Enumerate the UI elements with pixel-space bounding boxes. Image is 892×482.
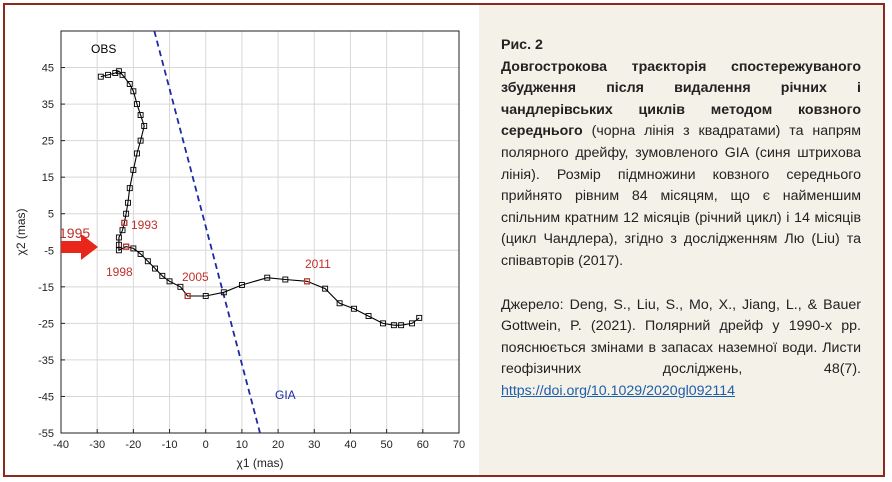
obs-data-point: [177, 283, 184, 290]
obs-data-point: [336, 300, 343, 307]
source-citation: Джерело: Deng, S., Liu, S., Mo, X., Jian…: [501, 296, 861, 378]
year-label-2005: 2005: [182, 270, 209, 284]
highlighted-year-point: [121, 219, 128, 226]
obs-data-point: [112, 70, 119, 76]
obs-data-point: [152, 265, 159, 272]
obs-trajectory-line: [100, 70, 420, 326]
obs-data-point: [380, 320, 386, 327]
y-tick-label: 5: [48, 209, 54, 221]
obs-data-point: [365, 313, 372, 320]
obs-data-point: [220, 289, 227, 296]
y-axis-title: χ2 (mas): [14, 209, 28, 256]
obs-data-point: [105, 71, 111, 78]
obs-data-point: [119, 71, 126, 78]
obs-data-point: [126, 185, 133, 192]
obs-data-point: [115, 247, 122, 254]
obs-data-point: [416, 314, 423, 321]
obs-data-point: [137, 112, 144, 119]
obs-data-point: [134, 101, 140, 108]
x-axis-title: χ1 (mas): [237, 456, 284, 470]
x-tick-label: 20: [272, 439, 284, 451]
y-tick-label: -45: [38, 391, 54, 403]
trajectory-chart: -40 -30 -20 -10 0 10 20 30 40 50 60 70 45 35 25 15 5 -5 -1…: [5, 5, 479, 475]
obs-data-point: [126, 81, 133, 87]
x-tick-label: -30: [89, 439, 105, 451]
arrow-1995-icon: [61, 234, 98, 260]
y-tick-label: -5: [44, 245, 54, 257]
year-label-2011: 2011: [305, 257, 331, 271]
x-tick-label: 60: [417, 439, 429, 451]
obs-data-point: [115, 68, 122, 75]
obs-data-point: [137, 250, 144, 257]
obs-data-point: [141, 123, 148, 129]
y-tick-label: 15: [42, 172, 54, 184]
highlighted-year-point: [184, 292, 191, 300]
highlighted-year-point: [123, 243, 130, 250]
x-tick-label: 40: [344, 439, 356, 451]
caption-description: Довгострокова траєкторія спостережуваног…: [501, 57, 861, 273]
caption-heading: Рис. 2: [501, 37, 543, 53]
y-tick-label: 25: [42, 136, 54, 148]
obs-data-point: [166, 278, 173, 285]
figure-frame: -40 -30 -20 -10 0 10 20 30 40 50 60 70 45 35 25 15 5 -5 -1…: [3, 3, 885, 477]
obs-data-point: [282, 276, 289, 283]
obs-data-point: [115, 234, 122, 241]
year-label-1998: 1998: [106, 265, 133, 279]
x-tick-label: 70: [453, 439, 465, 451]
obs-data-point: [351, 305, 358, 312]
x-tick-label: -20: [125, 439, 141, 451]
obs-data-point: [124, 199, 131, 206]
y-tick-label: -15: [38, 282, 54, 294]
obs-data-point: [134, 150, 140, 157]
obs-data-point: [123, 210, 130, 217]
obs-data-point: [130, 245, 137, 252]
x-tick-label: -40: [53, 439, 69, 451]
obs-series-label: OBS: [91, 42, 116, 56]
x-tick-label: 0: [203, 439, 209, 451]
obs-data-point: [398, 322, 405, 329]
doi-link[interactable]: https://doi.org/10.1029/2020gl092114: [501, 382, 736, 399]
x-tick-label: 50: [381, 439, 393, 451]
obs-data-point: [119, 227, 126, 234]
trajectory-plot: -40 -30 -20 -10 0 10 20 30 40 50 60 70 45 35 25 15 5 -5 -1…: [14, 30, 465, 470]
x-tick-label: 10: [236, 439, 248, 451]
obs-data-point: [159, 272, 166, 279]
obs-data-point: [137, 137, 144, 144]
gia-series-label: GIA: [275, 388, 296, 402]
obs-data-point: [97, 73, 104, 80]
y-tick-label: 45: [42, 63, 54, 75]
caption-bold-text: Довгострокова траєкторія спостережуваног…: [501, 58, 861, 140]
year-label-1993: 1993: [131, 218, 158, 232]
figure-caption: Рис. 2 Довгострокова траєкторія спостере…: [479, 5, 883, 475]
obs-data-point: [264, 274, 271, 281]
obs-data-point: [144, 258, 151, 265]
obs-data-point: [130, 166, 137, 173]
y-tick-label: -55: [38, 428, 54, 440]
obs-data-point: [238, 282, 245, 288]
y-tick-label: -35: [38, 355, 54, 367]
y-tick-label: 35: [42, 99, 54, 111]
gia-drift-line: [153, 30, 261, 434]
obs-data-point: [115, 241, 122, 248]
x-tick-label: -10: [162, 439, 178, 451]
obs-data-point: [390, 322, 397, 329]
obs-data-point: [202, 293, 209, 299]
y-tick-label: -25: [38, 318, 54, 330]
highlighted-year-point: [303, 278, 311, 285]
plot-area-border: [60, 30, 460, 434]
caption-source: Джерело: Deng, S., Liu, S., Mo, X., Jian…: [501, 295, 861, 403]
caption-body-text: (чорна лінія з квадратами) та напрям пол…: [501, 123, 861, 269]
obs-data-point: [409, 320, 415, 327]
obs-data-point: [322, 285, 329, 292]
obs-data-point: [130, 88, 137, 95]
x-tick-label: 30: [308, 439, 320, 451]
